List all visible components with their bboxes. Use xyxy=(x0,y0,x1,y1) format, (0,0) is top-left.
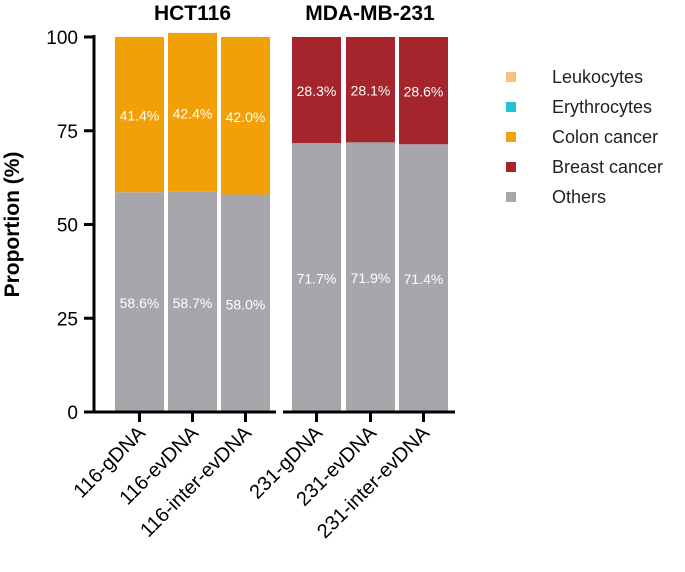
y-axis-title: Proportion (%) xyxy=(1,152,24,298)
group-title: HCT116 xyxy=(154,2,231,25)
legend-label: Colon cancer xyxy=(552,127,658,147)
bar-others-1 xyxy=(115,192,164,412)
data-label: 42.4% xyxy=(173,105,213,121)
bar-breast-cancer-5 xyxy=(346,37,395,143)
legend-label: Others xyxy=(552,187,606,207)
bar-colon-cancer-1 xyxy=(115,37,164,193)
bar-colon-cancer-3 xyxy=(221,37,270,195)
bar-others-4 xyxy=(292,143,341,412)
bar-breast-cancer-6 xyxy=(399,37,448,145)
bar-others-3 xyxy=(221,194,270,412)
y-tick-label: 100 xyxy=(46,28,78,49)
legend: Leukocytes Erythrocytes Colon cancer Breast… xyxy=(506,67,663,207)
bar-others-6 xyxy=(399,144,448,412)
data-label: 71.9% xyxy=(351,270,391,286)
data-label: 28.3% xyxy=(297,83,337,99)
bars-layer: 58.6% 41.4% 58.7% 42.4% 58.0% 42.0% 71.7% 28.3%… xyxy=(115,32,448,412)
data-label: 71.4% xyxy=(404,271,444,287)
legend-swatch xyxy=(506,102,516,112)
data-label: 42.0% xyxy=(226,109,266,125)
data-label: 41.4% xyxy=(120,108,160,124)
legend-swatch xyxy=(506,162,516,172)
data-label: 28.1% xyxy=(351,83,391,99)
legend-swatch xyxy=(506,192,516,202)
data-label: 28.6% xyxy=(404,84,444,100)
bar-others-5 xyxy=(346,142,395,412)
legend-label: Erythrocytes xyxy=(552,97,652,117)
data-label: 58.0% xyxy=(226,296,266,312)
data-label: 71.7% xyxy=(297,271,337,287)
bar-others-2 xyxy=(168,191,217,412)
y-tick-label: 25 xyxy=(57,309,78,330)
legend-swatch xyxy=(506,132,516,142)
data-label: 58.7% xyxy=(173,295,213,311)
data-label: 58.6% xyxy=(120,295,160,311)
y-tick-label: 0 xyxy=(67,403,78,424)
bar-colon-cancer-2 xyxy=(168,32,217,192)
group-title: MDA-MB-231 xyxy=(305,2,435,25)
bar-breast-cancer-4 xyxy=(292,37,341,144)
y-tick-label: 75 xyxy=(57,122,78,143)
legend-label: Breast cancer xyxy=(552,157,663,177)
legend-swatch xyxy=(506,72,516,82)
y-tick-label: 50 xyxy=(57,216,78,237)
legend-label: Leukocytes xyxy=(552,67,643,87)
